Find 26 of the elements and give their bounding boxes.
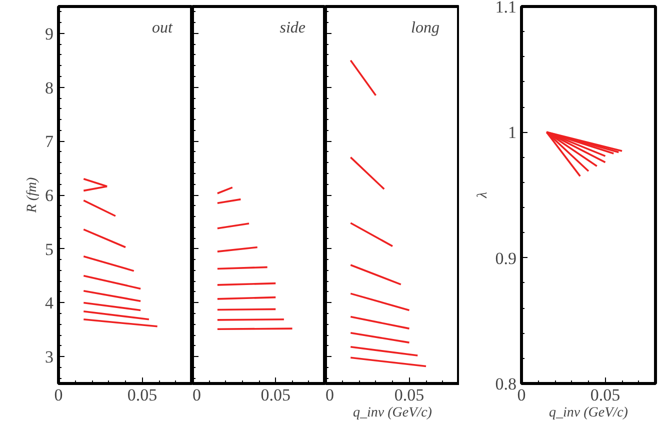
y-tick-label: 9 <box>45 24 54 44</box>
y-tick-label: 0.9 <box>495 248 516 268</box>
y-tick-label: 3 <box>45 348 54 367</box>
y-tick-label: 4 <box>45 294 54 313</box>
x-tick-label: 0.05 <box>590 386 620 404</box>
y-tick-label: 5 <box>45 240 54 259</box>
y-tick-label: 7 <box>45 132 54 152</box>
y-axis-title: R (fm) <box>25 176 40 214</box>
x-tick-label: 0.05 <box>394 386 424 404</box>
x-axis-title: q_inv (GeV/c) <box>353 406 432 420</box>
y-tick-label: 1 <box>508 123 516 142</box>
y-tick-label: 8 <box>45 78 54 98</box>
x-tick-label: 0 <box>54 386 63 404</box>
x-axis-title: q_inv (GeV/c) <box>549 406 628 420</box>
x-tick-label: 0.05 <box>127 386 158 404</box>
y-axis-title: λ <box>475 192 490 200</box>
y-tick-label: 0.8 <box>495 374 516 394</box>
y-tick-label: 6 <box>45 186 54 205</box>
y-tick-label: 1.1 <box>495 0 516 16</box>
x-tick-label: 0 <box>192 386 201 404</box>
text: out <box>152 20 174 36</box>
text: long <box>411 20 440 36</box>
text: side <box>280 20 306 36</box>
x-tick-label: 0 <box>326 386 334 404</box>
x-tick-label: 0.05 <box>260 386 290 404</box>
x-tick-label: 0 <box>517 386 526 404</box>
